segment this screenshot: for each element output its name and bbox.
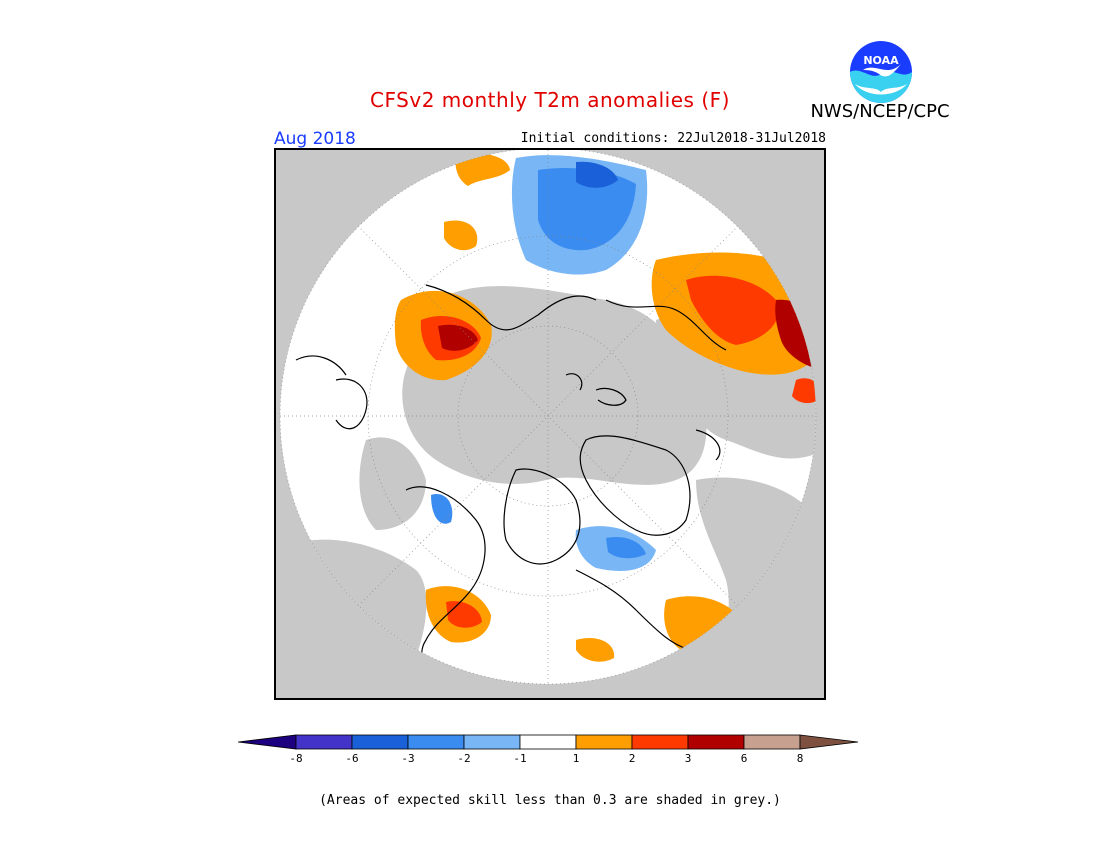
anomaly-centralasia-veryhot: [438, 324, 478, 351]
map-canvas: [279, 150, 817, 685]
legend-tick-label: 3: [684, 752, 692, 765]
legend-tick-label: 1: [572, 752, 580, 765]
legend-tick-label: -2: [457, 752, 471, 765]
map-title: CFSv2 monthly T2m anomalies (F): [370, 88, 730, 112]
noaa-logo-text: NOAA: [863, 54, 899, 67]
legend-cell: [351, 734, 409, 750]
legend-cell: [295, 734, 353, 750]
legend-cell: [463, 734, 521, 750]
anomaly-chukotka-warm: [455, 153, 510, 186]
legend-cell: [743, 734, 801, 750]
legend-tick-label: -1: [513, 752, 527, 765]
color-legend: [238, 734, 859, 750]
anomaly-eastsiberia-warm: [444, 220, 478, 251]
legend-arrow-high: [799, 734, 859, 750]
legend-tick-label: -8: [289, 752, 303, 765]
legend-cell: [407, 734, 465, 750]
anomaly-uk-hot: [792, 378, 816, 403]
skill-mask-bering: [359, 437, 426, 530]
graticule: [280, 150, 816, 684]
agency-label: NWS/NCEP/CPC: [810, 101, 950, 122]
anomaly-beaufort-cool: [431, 494, 453, 524]
legend-cell: [575, 734, 633, 750]
hemisphere-outline: [279, 150, 817, 685]
legend-tick-label: 8: [796, 752, 804, 765]
legend-cell: [519, 734, 577, 750]
skill-mask-pacific: [280, 539, 427, 684]
anomaly-siberia-coolest: [576, 161, 618, 188]
legend-cell: [687, 734, 745, 750]
anomaly-canada-cooler: [606, 536, 646, 559]
legend-tick-label: -3: [401, 752, 415, 765]
legend-tick-label: 2: [628, 752, 636, 765]
legend-arrow-low: [238, 734, 297, 750]
anomaly-siberia-cooler: [538, 167, 636, 251]
legend-tick-label: 6: [740, 752, 748, 765]
legend-cell: [631, 734, 689, 750]
anomaly-hudson-warm: [576, 638, 615, 662]
legend-tick-label: -6: [345, 752, 359, 765]
polar-map: [274, 148, 826, 700]
forecast-month: Aug 2018: [274, 129, 356, 149]
initial-conditions: Initial conditions: 22Jul2018-31Jul2018: [520, 131, 826, 146]
noaa-logo: NOAA: [850, 41, 912, 103]
skill-footnote: (Areas of expected skill less than 0.3 a…: [319, 793, 781, 808]
anomaly-baltic-hot: [686, 275, 779, 345]
